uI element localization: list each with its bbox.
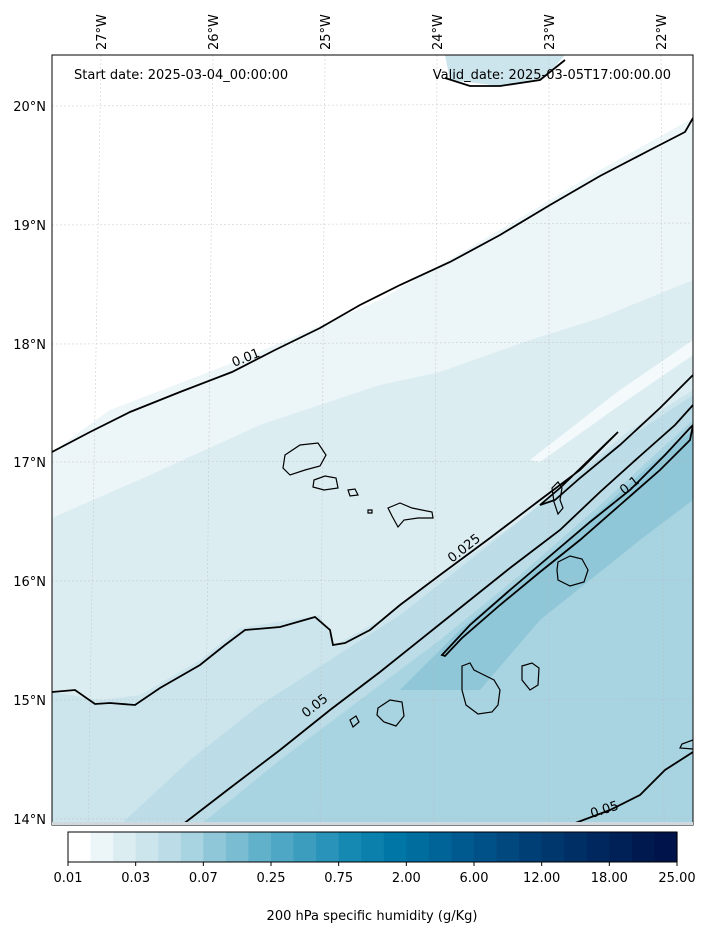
colorbar-segment xyxy=(225,832,250,862)
colorbar xyxy=(67,831,678,863)
colorbar-frame xyxy=(67,831,678,863)
lon-label: 22°W xyxy=(655,14,670,50)
contour-top xyxy=(444,59,566,87)
lat-labels: 20°N 19°N 18°N 17°N 16°N 15°N 14°N xyxy=(13,100,46,828)
contours xyxy=(52,59,693,825)
bottom-strip xyxy=(52,822,693,825)
colorbar-segment xyxy=(316,832,340,862)
colorbar-tick-label: 0.25 xyxy=(257,871,286,886)
colorbar-segment xyxy=(90,832,114,862)
colorbar-tick-label: 0.03 xyxy=(121,871,150,886)
shade-top-blob xyxy=(445,55,565,86)
colorbar-segment xyxy=(406,832,430,862)
colorbar-tick-label: 18.00 xyxy=(591,871,628,886)
colorbar-segment xyxy=(338,832,362,862)
lon-label: 25°W xyxy=(319,14,334,50)
island-santa-luzia xyxy=(347,488,359,497)
colorbar-tick-label: 25.00 xyxy=(658,871,695,886)
colorbar-segment xyxy=(180,832,204,862)
colorbar-ticks: 0.01 0.03 0.07 0.25 0.75 2.00 6.00 12.00 18.00 25… xyxy=(54,862,696,886)
colorbar-tick-label: 0.01 xyxy=(54,871,83,886)
gridlines xyxy=(52,55,693,825)
island-sal xyxy=(551,481,564,516)
island-raso xyxy=(367,509,373,514)
island-sao-vicente xyxy=(312,475,339,491)
lat-label: 16°N xyxy=(13,575,46,590)
lat-label: 14°N xyxy=(13,813,46,828)
lon-label: 23°W xyxy=(543,14,558,50)
lat-label: 15°N xyxy=(13,694,46,709)
colorbar-tick-label: 12.00 xyxy=(523,871,560,886)
island-santiago xyxy=(461,662,501,715)
colorbar-segment xyxy=(428,832,453,862)
colorbar-segment xyxy=(113,832,137,862)
colorbar-segment xyxy=(631,832,656,862)
valid-date-label: Valid_date: 2025-03-05T17:00:00.00 xyxy=(433,68,671,83)
colorbar-segment xyxy=(158,832,182,862)
shade-streak xyxy=(530,340,693,462)
start-date-label: Start date: 2025-03-04_00:00:00 xyxy=(74,68,288,83)
colorbar-segment xyxy=(383,832,407,862)
colorbar-segment xyxy=(451,832,475,862)
contour-0.05-south xyxy=(569,751,693,825)
colorbar-segment xyxy=(361,832,385,862)
island-maio xyxy=(521,662,540,691)
colorbar-segment xyxy=(68,832,92,862)
shade-band-5 xyxy=(200,420,693,825)
island-brava xyxy=(349,715,360,728)
lat-label: 20°N xyxy=(13,100,46,115)
colorbar-segment xyxy=(586,832,610,862)
contour-0.01 xyxy=(52,117,693,453)
colorbar-tick-label: 2.00 xyxy=(392,871,421,886)
lon-label: 24°W xyxy=(431,14,446,50)
islands xyxy=(282,442,693,750)
colorbar-tick-label: 0.07 xyxy=(189,871,218,886)
colorbar-segment xyxy=(293,832,317,862)
colorbar-segment xyxy=(496,832,520,862)
lon-label: 27°W xyxy=(95,14,110,50)
lat-label: 18°N xyxy=(13,338,46,353)
colorbar-segment xyxy=(519,832,543,862)
contour-0.05 xyxy=(181,404,693,825)
colorbar-segment xyxy=(203,832,227,862)
lat-label: 19°N xyxy=(13,219,46,234)
island-sao-nicolau xyxy=(387,502,434,529)
coast-africa xyxy=(679,739,693,750)
colorbar-segment xyxy=(654,832,678,862)
island-santo-antao xyxy=(282,442,327,476)
lon-label: 26°W xyxy=(207,14,222,50)
contour-0.1 xyxy=(440,423,693,658)
contour-0.025 xyxy=(52,374,693,706)
colorbar-segment xyxy=(474,832,498,862)
colorbar-segment xyxy=(541,832,565,862)
island-boa-vista xyxy=(556,555,589,587)
map-panel xyxy=(51,54,694,826)
colorbar-tick-label: 6.00 xyxy=(460,871,489,886)
colorbar-segment xyxy=(564,832,588,862)
colorbar-tick-label: 0.75 xyxy=(324,871,353,886)
colorbar-segment xyxy=(271,832,295,862)
lat-label: 17°N xyxy=(13,456,46,471)
island-fogo xyxy=(376,699,405,727)
colorbar-segment xyxy=(248,832,272,862)
colorbar-segment xyxy=(609,832,633,862)
lon-labels: 27°W 26°W 25°W 24°W 23°W 22°W xyxy=(95,14,670,50)
colorbar-segment xyxy=(135,832,159,862)
colorbar-title: 200 hPa specific humidity (g/Kg) xyxy=(267,909,478,924)
